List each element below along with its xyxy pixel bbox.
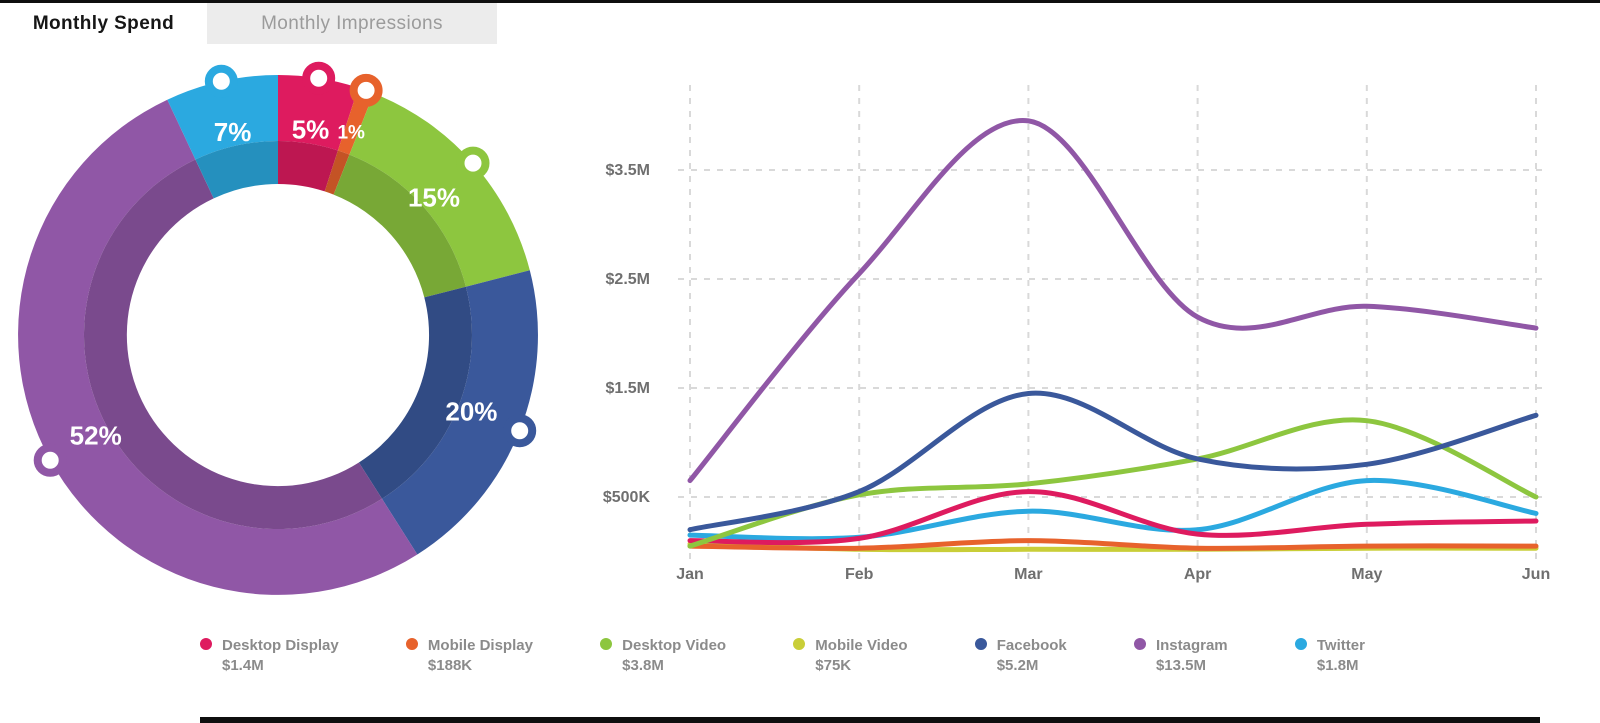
legend-label: Mobile Display (427, 637, 533, 654)
tab-monthly-spend[interactable]: Monthly Spend (0, 3, 207, 44)
top-border (0, 0, 1600, 3)
legend-value: $3.8M (622, 656, 664, 674)
donut-slice-inner (358, 286, 472, 499)
legend: Desktop Display $1.4M Mobile Display $18… (200, 636, 1365, 675)
donut-slice-inner (278, 141, 338, 192)
donut-slice-outer (278, 75, 359, 151)
instagram-ring-icon (1133, 638, 1146, 650)
x-axis-label: Apr (1184, 566, 1212, 583)
line-series-desktop-display (687, 489, 1539, 546)
legend-label: Desktop Video (622, 637, 727, 654)
mobile-display-ring-icon (405, 638, 418, 650)
line-series-instagram (687, 118, 1539, 484)
twitter-ring-icon (1294, 638, 1307, 650)
facebook-ring-icon (974, 638, 987, 650)
donut-slice-marker (33, 443, 67, 477)
desktop-display-ring-icon (200, 638, 212, 650)
legend-value: $1.4M (222, 656, 264, 674)
donut-slice-percent: 5% (292, 115, 330, 145)
legend-value: $5.2M (996, 656, 1039, 674)
x-axis-label: Mar (1014, 566, 1042, 583)
legend-item-facebook: Facebook $5.2M (974, 636, 1067, 675)
donut-chart: 5% 1% 15% 20% 52% 7% (18, 61, 538, 595)
donut-slice-outer (167, 74, 278, 160)
legend-value: $188K (427, 656, 473, 674)
legend-item-desktop-video: Desktop Video $3.8M (600, 636, 726, 675)
legend-value: $1.8M (1316, 656, 1359, 674)
y-axis-label: $2.5M (606, 271, 650, 288)
donut-slice-marker (349, 73, 383, 107)
legend-label: Twitter (1316, 637, 1365, 654)
donut-slice-inner (333, 154, 466, 298)
legend-label: Instagram (1155, 637, 1228, 654)
bottom-divider (200, 717, 1540, 723)
donut-slice-percent: 7% (214, 117, 252, 147)
legend-value: $13.5M (1155, 656, 1206, 674)
donut-slice-inner (83, 159, 382, 530)
donut-slice-marker (456, 146, 490, 180)
donut-slice-percent: 15% (408, 183, 460, 213)
legend-item-twitter: Twitter $1.8M (1294, 636, 1365, 675)
line-series-mobile-display (687, 538, 1539, 551)
legend-item-mobile-video: Mobile Video $75K (793, 636, 908, 675)
donut-slice-inner (195, 141, 278, 199)
x-axis-label: Feb (845, 566, 874, 583)
mobile-video-ring-icon (793, 638, 806, 650)
legend-label: Mobile Video (815, 637, 908, 654)
line-series-facebook (687, 390, 1539, 533)
legend-label: Facebook (996, 637, 1067, 654)
y-axis-label: $500K (603, 489, 651, 506)
y-axis-label: $1.5M (606, 380, 650, 397)
x-axis-label: May (1351, 566, 1382, 583)
desktop-video-ring-icon (600, 638, 613, 650)
legend-item-desktop-display: Desktop Display $1.4M (200, 636, 339, 675)
legend-item-mobile-display: Mobile Display $188K (405, 636, 533, 675)
legend-label: Desktop Display (222, 637, 339, 654)
x-axis-label: Jun (1522, 566, 1550, 583)
donut-slice-outer (18, 99, 418, 595)
donut-slice-percent: 52% (70, 420, 122, 450)
y-axis-label: $3.5M (606, 162, 650, 179)
tab-bar: Monthly Spend Monthly Impressions (0, 3, 497, 44)
donut-slice-marker (302, 61, 336, 95)
donut-slice-percent: 20% (445, 397, 497, 427)
tab-monthly-impressions[interactable]: Monthly Impressions (207, 3, 497, 44)
legend-item-instagram: Instagram $13.5M (1133, 636, 1228, 675)
legend-value: $75K (815, 656, 852, 674)
x-axis-label: Jan (676, 566, 704, 583)
donut-slice-outer (382, 270, 538, 555)
donut-slice-outer (349, 93, 530, 287)
donut-slice-percent: 1% (337, 122, 365, 143)
donut-slice-marker (503, 414, 537, 448)
donut-slice-inner (324, 150, 350, 195)
donut-slice-marker (204, 64, 238, 98)
line-chart: Jan Feb Mar Apr May Jun $500K $1.5M $2.5M $3.5M (603, 85, 1550, 583)
